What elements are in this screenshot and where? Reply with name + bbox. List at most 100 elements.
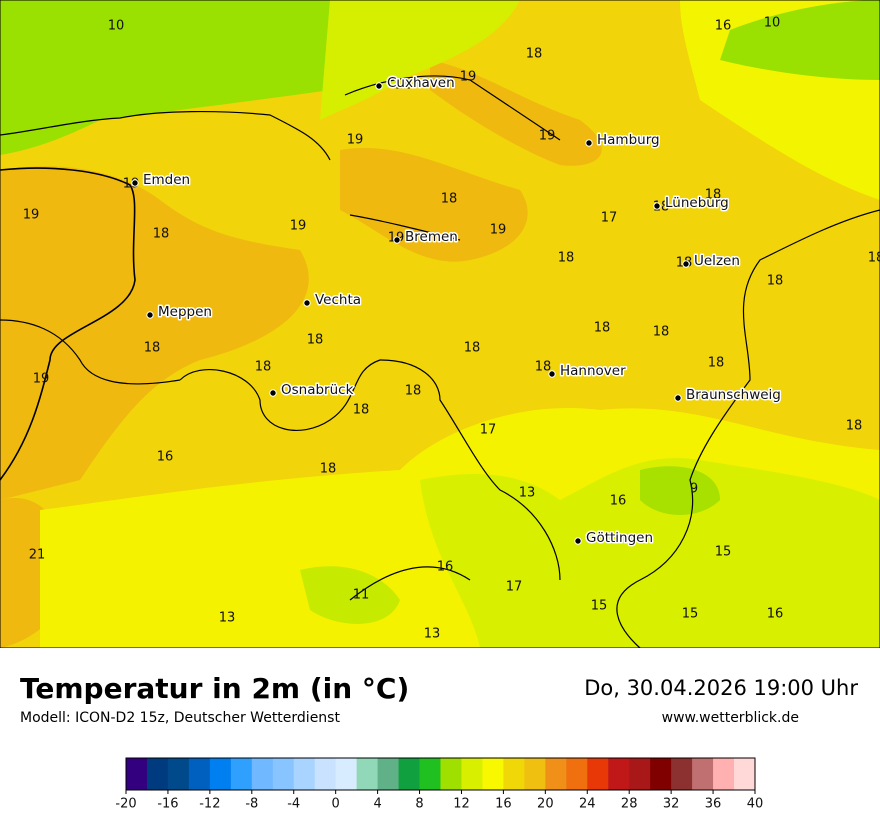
colorbar-segment (293, 758, 316, 790)
colorbar-tick-label: 36 (705, 797, 722, 812)
colorbar-segment (545, 758, 567, 790)
colorbar-segment (650, 758, 672, 790)
city-dot (674, 394, 682, 402)
colorbar-segment (587, 758, 609, 790)
temperature-label: 18 (307, 333, 324, 348)
colorbar-segment (608, 758, 630, 790)
colorbar-tick-label: 0 (332, 797, 340, 812)
temperature-label: 18 (353, 403, 370, 418)
colorbar-segment (419, 758, 441, 790)
warm-area (0, 166, 309, 500)
colorbar-segment (566, 758, 588, 790)
temperature-label: 18 (868, 251, 880, 266)
temperature-label: 16 (767, 607, 784, 622)
temperature-label: 12 (395, 78, 412, 93)
city-label: Hamburg (597, 132, 660, 148)
colorbar-tick-label: 40 (747, 797, 764, 812)
website: www.wetterblick.de (661, 710, 799, 726)
title: Temperatur in 2m (in °C) (20, 672, 410, 705)
city-dot (303, 299, 311, 307)
colorbar-segment (356, 758, 378, 790)
temperature-label: 16 (610, 494, 627, 509)
colorbar-segment (629, 758, 651, 790)
temperature-label: 9 (690, 482, 698, 497)
colorbar-segment (167, 758, 190, 790)
colorbar-segment (314, 758, 337, 790)
temperature-label: 10 (764, 16, 781, 31)
temperature-label: 19 (290, 219, 307, 234)
colorbar-tick-label: 32 (663, 797, 680, 812)
temperature-label: 17 (506, 580, 523, 595)
colorbar-tick-label: -20 (115, 797, 136, 812)
colorbar-segment (146, 758, 169, 790)
date: Do, 30.04.2026 19:00 Uhr (584, 676, 858, 700)
city-label: Vechta (315, 292, 361, 308)
cool-area (300, 566, 400, 624)
city-label: Cuxhaven (387, 75, 455, 91)
warm-area (340, 148, 528, 262)
city-dot (146, 311, 154, 319)
temperature-label: 15 (682, 607, 699, 622)
colorbar-segment (524, 758, 546, 790)
colorbar-segment (734, 758, 756, 790)
colorbar-segment (713, 758, 735, 790)
city-dot (131, 179, 139, 187)
temperature-label: 19 (33, 372, 50, 387)
colorbar-segment (482, 758, 504, 790)
city-label: Bremen (405, 229, 458, 245)
colorbar-segment (692, 758, 714, 790)
city-dot (548, 370, 556, 378)
border (616, 209, 880, 648)
city-label: Göttingen (586, 530, 653, 546)
colorbar-segment (188, 758, 211, 790)
colorbar-frame (125, 757, 756, 791)
temperature-label: 13 (424, 627, 441, 642)
temperature-label: 21 (29, 548, 46, 563)
temperature-label: 18 (320, 462, 337, 477)
city-dot (574, 537, 582, 545)
colorbar-tick-label: -16 (157, 797, 178, 812)
border (349, 566, 471, 601)
temperature-label: 18 (708, 356, 725, 371)
temperature-label: 16 (157, 450, 174, 465)
city-dot (653, 202, 661, 210)
temperature-label: 18 (526, 47, 543, 62)
colorbar-tick-label: 4 (373, 797, 381, 812)
city-dot (393, 236, 401, 244)
colorbar-tick-label: 28 (621, 797, 638, 812)
colorbar-segment (272, 758, 295, 790)
colorbar-segment (126, 758, 148, 790)
temperature-label: 16 (437, 560, 454, 575)
colorbar-segment (503, 758, 525, 790)
legend: Temperatur in 2m (in °C) Modell: ICON-D2… (0, 648, 880, 830)
colorbar-tick-label: -8 (245, 797, 258, 812)
city-dot (269, 389, 277, 397)
city-label: Meppen (158, 304, 212, 320)
colorbar-segment (230, 758, 253, 790)
colorbar: -20 -16 -12 -8 -4 0 4 8 12 16 20 24 28 32 36 40 (115, 757, 764, 812)
temperature-label: 18 (464, 341, 481, 356)
city-label: Osnabrück (281, 382, 354, 398)
colorbar-segment (440, 758, 462, 790)
river (349, 214, 461, 241)
colorbar-segment (398, 758, 420, 790)
cool-area (640, 466, 720, 515)
border (0, 167, 136, 481)
colorbar-segment (251, 758, 274, 790)
colorbar-tick-label: 20 (537, 797, 554, 812)
city-label: Braunschweig (686, 387, 781, 403)
colorbar-tick-label: 8 (415, 797, 423, 812)
temperature-label: 18 (846, 419, 863, 434)
border (179, 359, 561, 581)
subtitle: Modell: ICON-D2 15z, Deutscher Wetterdie… (20, 710, 340, 726)
city-dot (682, 260, 690, 268)
temperature-label: 19 (490, 223, 507, 238)
temperature-label: 17 (480, 423, 497, 438)
temperature-label: 13 (519, 486, 536, 501)
temperature-label: 18 (653, 325, 670, 340)
colorbar-tick-label: 16 (495, 797, 512, 812)
city-label: Uelzen (694, 253, 740, 269)
temperature-label: 15 (715, 545, 732, 560)
city-label: Lüneburg (665, 195, 729, 211)
